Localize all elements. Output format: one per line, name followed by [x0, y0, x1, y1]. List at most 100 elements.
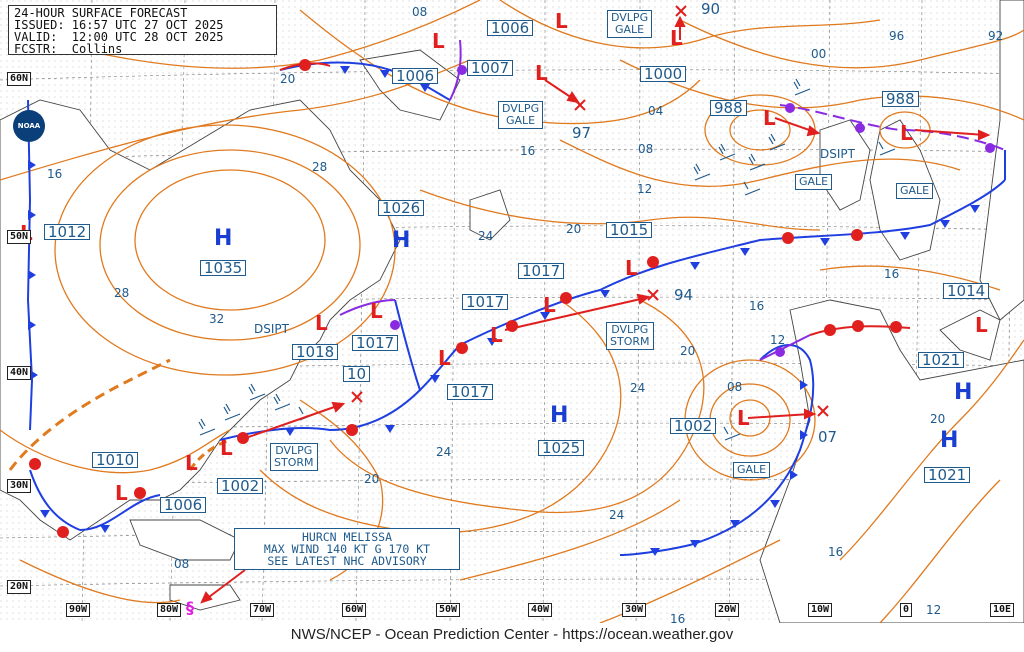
- hurricane-advisory-box: HURCN MELISSA MAX WIND 140 KT G 170 KT S…: [234, 528, 460, 570]
- isobar-label: 16: [884, 267, 900, 281]
- pressure-value: 1017: [518, 263, 565, 279]
- pressure-value: 1002: [217, 478, 264, 494]
- svg-text:L: L: [737, 406, 750, 430]
- high-center-h: H: [392, 228, 411, 253]
- isobar-label: 04: [648, 104, 664, 118]
- pressure-value: 1014: [943, 283, 990, 299]
- longitude-label: 40W: [528, 603, 553, 617]
- isobar-label: 20: [930, 412, 946, 426]
- latitude-label: 30N: [7, 479, 32, 493]
- warning-dvlpg-storm: DVLPG STORM: [606, 322, 654, 350]
- isobar-label: 24: [630, 381, 646, 395]
- fronts: [26, 39, 1006, 556]
- pressure-value: 1021: [918, 352, 965, 368]
- pressure-value: 1021: [924, 467, 971, 483]
- forecast-pressure: 97: [572, 124, 592, 142]
- hurricane-icon: §: [186, 598, 194, 617]
- hurricane-advisory: SEE LATEST NHC ADVISORY: [267, 554, 427, 568]
- isobar-label: 28: [114, 286, 130, 300]
- isobar-label: 16: [828, 545, 844, 559]
- warning-line: GALE: [505, 114, 536, 127]
- isobar-label: 20: [680, 344, 696, 358]
- warning-gale: GALE: [795, 174, 833, 190]
- warning-line: STORM: [610, 335, 650, 348]
- svg-text:L: L: [543, 293, 556, 317]
- isobar-label: 12: [926, 603, 942, 617]
- svg-text:L: L: [535, 61, 548, 85]
- longitude-label: 0: [900, 603, 913, 617]
- svg-text:L: L: [220, 436, 233, 460]
- hurricane-wind: MAX WIND 140 KT G 170 KT: [263, 542, 431, 556]
- dsipt-label: DSIPT: [820, 147, 855, 161]
- isobar-label: 92: [988, 29, 1004, 43]
- warning-line: DVLPG: [611, 323, 649, 336]
- isobar-label: 28: [312, 160, 328, 174]
- longitude-label: 30W: [622, 603, 647, 617]
- warning-line: GALE: [614, 23, 645, 36]
- warning-line: DVLPG: [275, 444, 313, 457]
- isobar-label: 32: [209, 312, 225, 326]
- pressure-value: 1002: [670, 418, 717, 434]
- isobar-label: 00: [811, 47, 827, 61]
- pressure-value: 1006: [392, 68, 439, 84]
- warning-gale: GALE: [733, 462, 771, 478]
- high-center-h: H: [954, 380, 973, 405]
- pressure-value: 1017: [462, 294, 509, 310]
- svg-text:L: L: [370, 299, 383, 323]
- longitude-label: 10E: [990, 603, 1015, 617]
- header-issued: ISSUED: 16:57 UTC 27 OCT 2025: [14, 18, 224, 32]
- trough-line-2: [188, 438, 231, 471]
- pressure-value: 988: [882, 91, 919, 107]
- high-center-h: H: [940, 428, 959, 453]
- isobar-label: 16: [47, 167, 63, 181]
- isobar-label: 16: [749, 299, 765, 313]
- isobar-label: 16: [670, 612, 686, 626]
- pressure-value: 1006: [487, 20, 534, 36]
- dsipt-label: DSIPT: [254, 322, 289, 336]
- pressure-value: 1017: [352, 335, 399, 351]
- noaa-logo-text: NOAA: [17, 122, 41, 130]
- forecast-pressure: 10: [343, 366, 371, 382]
- forecast-pressure: 07: [818, 428, 838, 446]
- warning-dvlpg-gale: DVLPG GALE: [607, 10, 653, 38]
- pressure-value: 1035: [200, 260, 247, 276]
- isobar-label: 96: [889, 29, 905, 43]
- hurricane-name: HURCN MELISSA: [301, 530, 392, 544]
- longitude-label: 90W: [66, 603, 91, 617]
- isobar-label: 24: [436, 445, 452, 459]
- pressure-value: 1012: [44, 224, 91, 240]
- forecast-pressure: 90: [701, 0, 721, 18]
- isobar-label: 12: [637, 182, 653, 196]
- isobar-label: 20: [364, 472, 380, 486]
- forecast-header: 24-HOUR SURFACE FORECAST ISSUED: 16:57 U…: [8, 5, 277, 55]
- longitude-label: 70W: [250, 603, 275, 617]
- pressure-value: 1006: [160, 497, 207, 513]
- pressure-value: 1007: [467, 60, 514, 76]
- latitude-label: 60N: [7, 72, 32, 86]
- warning-gale: GALE: [896, 183, 934, 199]
- pressure-value: 988: [710, 100, 747, 116]
- footer-credit: NWS/NCEP - Ocean Prediction Center - htt…: [0, 623, 1024, 652]
- pressure-value: 1025: [538, 440, 585, 456]
- forecast-pressure: 94: [674, 286, 694, 304]
- svg-text:L: L: [625, 256, 638, 280]
- longitude-label: 10W: [808, 603, 833, 617]
- header-title: 24-HOUR SURFACE FORECAST: [14, 6, 188, 20]
- latitude-label: 50N: [7, 230, 32, 244]
- pressure-value: 1010: [92, 452, 139, 468]
- isobar-label: 08: [412, 5, 428, 19]
- svg-text:L: L: [315, 311, 328, 335]
- coastlines: [0, 0, 1024, 624]
- isobar-label: 12: [770, 333, 786, 347]
- trough-line: [8, 358, 171, 471]
- svg-text:L: L: [185, 451, 198, 475]
- high-center-h: H: [550, 403, 569, 428]
- header-forecaster: FCSTR: Collins: [14, 42, 123, 56]
- isobar-label: 08: [727, 380, 743, 394]
- pressure-value: 1026: [378, 200, 425, 216]
- warning-dvlpg-gale: DVLPG GALE: [498, 101, 544, 129]
- latitude-label: 40N: [7, 366, 32, 380]
- warning-line: DVLPG: [502, 102, 540, 115]
